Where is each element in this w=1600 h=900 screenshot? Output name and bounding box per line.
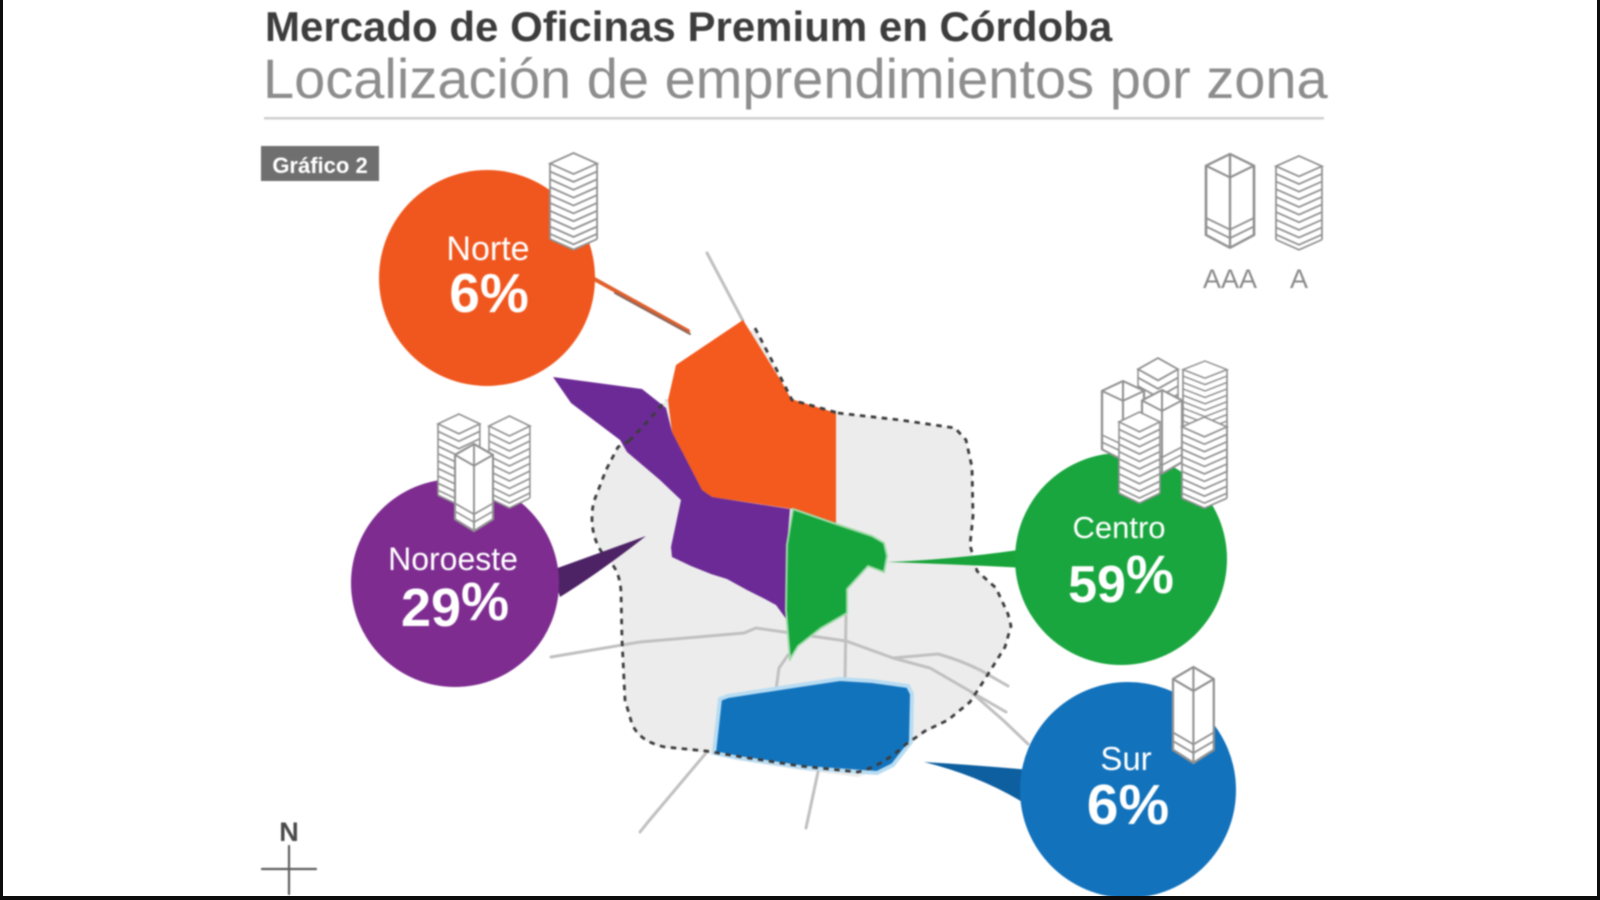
svg-text:Centro: Centro bbox=[1072, 510, 1165, 545]
svg-text:Localización de emprendimiento: Localización de emprendimientos por zona bbox=[263, 47, 1328, 110]
svg-text:AAA: AAA bbox=[1203, 264, 1257, 294]
svg-text:6%: 6% bbox=[1087, 773, 1169, 837]
svg-text:29%: 29% bbox=[401, 572, 509, 638]
svg-text:6%: 6% bbox=[449, 262, 529, 324]
svg-text:Mercado de Oficinas Premium en: Mercado de Oficinas Premium en Córdoba bbox=[265, 3, 1113, 50]
svg-text:59%: 59% bbox=[1068, 545, 1174, 614]
svg-text:Norte: Norte bbox=[446, 230, 529, 268]
svg-text:A: A bbox=[1290, 264, 1308, 294]
svg-text:N: N bbox=[279, 817, 299, 847]
svg-text:Sur: Sur bbox=[1100, 740, 1151, 777]
svg-text:Noroeste: Noroeste bbox=[388, 541, 518, 577]
svg-text:Gráfico 2: Gráfico 2 bbox=[272, 153, 367, 178]
